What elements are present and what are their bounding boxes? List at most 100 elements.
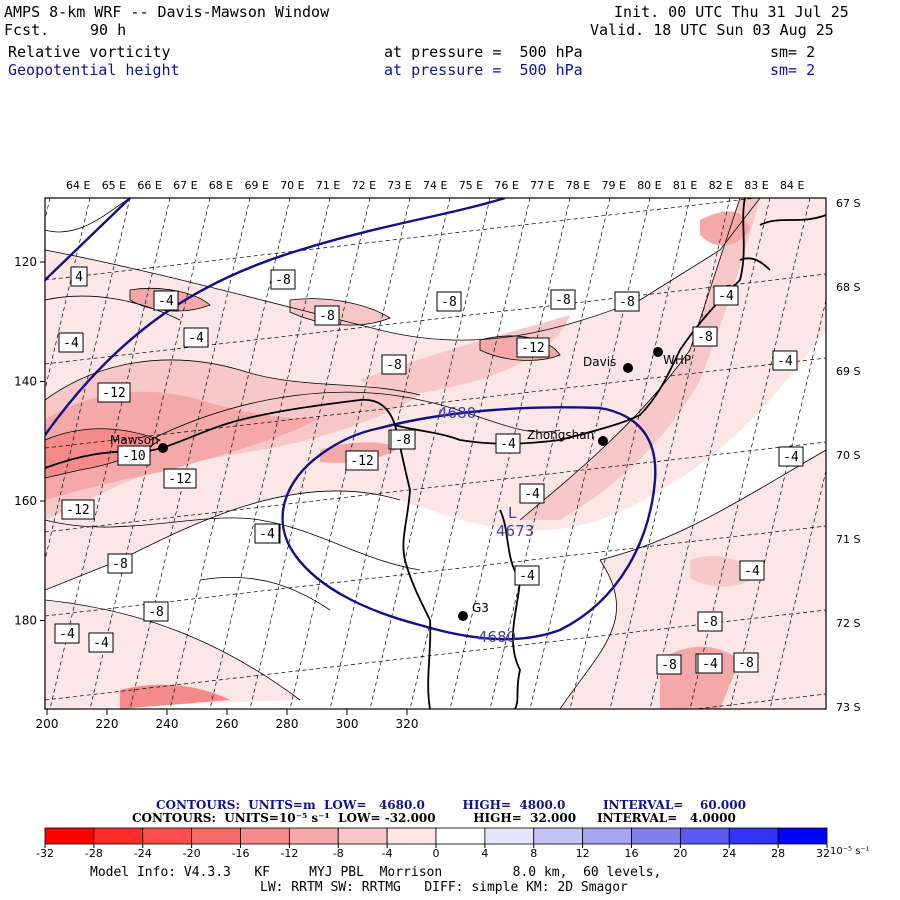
contour-label: -8 [270, 269, 296, 290]
map-title: AMPS 8-km WRF -- Davis-Mawson Window [4, 3, 330, 21]
valid-time: Valid. 18 UTC Sun 03 Aug 25 [590, 21, 834, 39]
contour-label: -8 [390, 429, 416, 450]
lon-label: 82 E [709, 179, 733, 192]
lon-label: 70 E [280, 179, 304, 192]
low-marker: L [508, 504, 517, 522]
color-bin-label: 16 [625, 847, 639, 860]
x-tick: 320 [396, 717, 419, 731]
height-label: 4680 [478, 628, 516, 646]
contour-label: -4 [54, 623, 80, 644]
color-bin [679, 827, 730, 845]
contour-label: -4 [739, 560, 765, 581]
lat-label: 71 S [836, 533, 860, 546]
svg-text:-4: -4 [59, 627, 75, 642]
contour-label-group: 4 -4 -8 -8 -8 -8 -8 -4 -4 -12 -8 -12 -8 -4 -4 -10 -12 -8 -… [54, 266, 804, 675]
field1-name: Relative vorticity [8, 43, 171, 61]
color-bin-label: -32 [36, 847, 54, 860]
height-labels: 4680 4673 4680 L [438, 404, 534, 646]
contour-label: -12 [97, 382, 131, 403]
color-bin-label: 28 [771, 847, 785, 860]
contour-label: -12 [163, 468, 197, 489]
color-bin-label: -24 [134, 847, 152, 860]
contour-label: -12 [61, 499, 95, 520]
svg-text:-4: -4 [524, 487, 540, 502]
lon-label: 69 E [245, 179, 269, 192]
contour-label: -4 [495, 433, 521, 454]
contour-label: -4 [713, 285, 739, 306]
contour-label: -4 [519, 483, 545, 504]
contour-label: -4 [153, 290, 179, 311]
station-label: WHP [663, 353, 691, 367]
color-bin-label: 8 [530, 847, 537, 860]
longitude-labels: 64 E 65 E 66 E 67 E 68 E 69 E 70 E 71 E 72 E 73 E… [66, 179, 804, 192]
svg-text:-8: -8 [697, 330, 713, 345]
svg-text:-8: -8 [395, 433, 411, 448]
color-bin [631, 827, 681, 845]
contour-label: -4 [183, 327, 209, 348]
color-bin-label: -8 [333, 847, 344, 860]
lon-label: 71 E [316, 179, 340, 192]
contour-label: -12 [516, 337, 550, 358]
height-contour-info: CONTOURS: UNITS=m LOW= 4680.0 HIGH= 4800… [156, 798, 746, 812]
vorticity-contours [45, 198, 826, 709]
color-bin [240, 827, 290, 845]
lon-label: 79 E [602, 179, 626, 192]
height-label: 4673 [496, 522, 534, 540]
colorbar-unit: 10⁻⁵ s⁻¹ [830, 846, 870, 857]
color-bin-label: 12 [576, 847, 590, 860]
station-markers [158, 347, 663, 621]
lon-label: 83 E [744, 179, 768, 192]
g3-marker [458, 611, 468, 621]
color-bin [191, 827, 241, 845]
y-tick: 160 [14, 494, 37, 508]
svg-text:-8: -8 [619, 295, 635, 310]
field2-level: at pressure = 500 hPa [384, 61, 583, 79]
x-tick: 200 [36, 717, 59, 731]
svg-text:-4: -4 [777, 354, 793, 369]
lat-label: 67 S [836, 197, 860, 210]
lon-label: 78 E [566, 179, 590, 192]
svg-text:-8: -8 [275, 273, 291, 288]
contour-label: -12 [345, 450, 379, 471]
zhongshan-marker [598, 436, 608, 446]
color-bin-label: 32 [816, 847, 830, 860]
y-tick: 120 [14, 255, 37, 269]
color-bin [777, 827, 828, 845]
color-bin-label: -16 [232, 847, 250, 860]
x-tick: 300 [336, 717, 359, 731]
lon-label: 64 E [66, 179, 90, 192]
lat-label: 73 S [836, 701, 860, 714]
color-bin [142, 827, 193, 845]
station-labels: Mawson Davis WHP Zhongshan G3 [110, 353, 691, 615]
station-label: Zhongshan [527, 428, 594, 442]
y-tick: 140 [14, 375, 37, 389]
svg-text:-8: -8 [148, 605, 164, 620]
forecast-hour: 90 h [90, 21, 127, 39]
lat-label: 69 S [836, 365, 860, 378]
contour-label: -4 [514, 565, 540, 586]
svg-text:-4: -4 [718, 289, 734, 304]
lon-label: 77 E [530, 179, 554, 192]
svg-text:-4: -4 [93, 636, 109, 651]
color-bin-label: -20 [183, 847, 201, 860]
contour-label: -4 [58, 332, 84, 353]
contour-label: -8 [692, 326, 718, 347]
svg-text:-4: -4 [259, 527, 275, 542]
lat-label: 70 S [836, 449, 860, 462]
svg-text:-12: -12 [168, 472, 191, 487]
graticule [45, 198, 826, 709]
color-bin-label: 4 [481, 847, 488, 860]
contour-label: -8 [733, 652, 759, 673]
contour-label: -8 [614, 291, 640, 312]
lon-label: 73 E [387, 179, 411, 192]
vorticity-contour-info: CONTOURS: UNITS=10⁻⁵ s⁻¹ LOW= -32.000 HI… [132, 811, 736, 825]
contour-label: -4 [254, 523, 280, 544]
contour-label: -8 [143, 601, 169, 622]
height-label: 4680 [438, 404, 476, 422]
color-bar: -32 -28 -24 -20 -16 -12 -8 -4 0 4 8 12 16 20 24 28 32 10⁻… [36, 827, 870, 860]
svg-text:-8: -8 [702, 615, 718, 630]
lat-label: 72 S [836, 617, 860, 630]
contour-label: -10 [117, 445, 151, 466]
x-tick: 220 [96, 717, 119, 731]
color-bin [93, 827, 144, 845]
